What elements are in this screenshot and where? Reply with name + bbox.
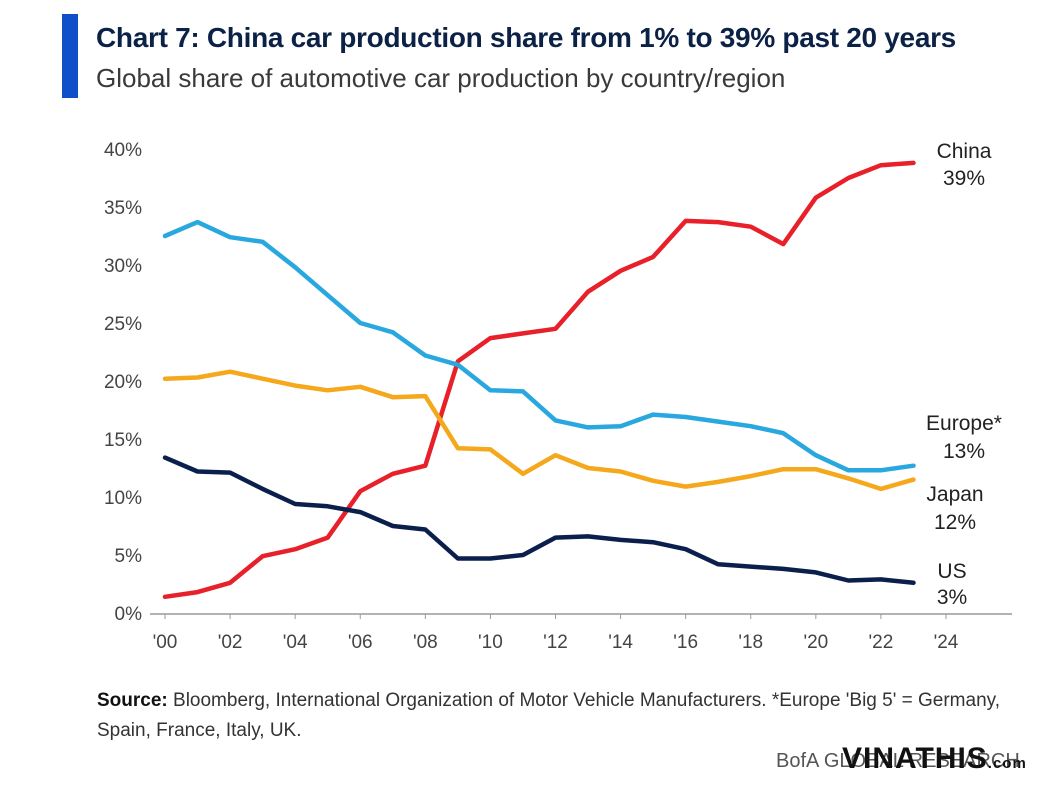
watermark-suffix: .com <box>987 755 1027 772</box>
series-value-label-us: 3% <box>937 586 967 609</box>
x-tick-label: '10 <box>478 632 503 653</box>
x-tick-label: '16 <box>673 632 698 653</box>
series-line-europe <box>162 219 916 473</box>
title-accent-bar <box>62 14 78 98</box>
y-tick-label: 25% <box>104 314 142 335</box>
series-value-label-europe: 13% <box>943 440 985 463</box>
chart-title: Chart 7: China car production share from… <box>96 22 956 53</box>
y-tick-label: 5% <box>115 546 143 567</box>
series-line-japan <box>162 369 916 492</box>
y-tick-label: 0% <box>115 604 143 625</box>
x-tick-label: '22 <box>869 632 894 653</box>
series-name-label-china: China <box>937 140 992 163</box>
x-tick-label: '18 <box>738 632 763 653</box>
series-line-us <box>162 455 916 586</box>
brand-label: BofA GLOBAL RESEARCH <box>776 750 1020 772</box>
source-text: Bloomberg, International Organization of… <box>97 690 1001 741</box>
source-note: Source: Bloomberg, International Organiz… <box>97 686 1027 746</box>
y-tick-label: 15% <box>104 430 142 451</box>
y-tick-label: 35% <box>104 198 142 219</box>
x-tick-label: '24 <box>934 632 959 653</box>
series-value-label-china: 39% <box>943 167 985 190</box>
source-label: Source: <box>97 690 168 711</box>
y-tick-label: 40% <box>104 140 142 161</box>
series-line-china <box>162 160 916 600</box>
x-tick-label: '06 <box>348 632 373 653</box>
x-tick-label: '14 <box>608 632 633 653</box>
series-name-label-europe: Europe* <box>926 412 1002 435</box>
series-value-label-japan: 12% <box>934 511 976 534</box>
x-tick-label: '02 <box>218 632 243 653</box>
line-chart: 0% 5% 10% 15% 20% 25% 30% 35% 40% '00 '02 '04 '06 '08… <box>104 140 1012 653</box>
watermark-logo: VINATHIS.com <box>842 742 1027 776</box>
chart-subtitle: Global share of automotive car productio… <box>96 63 786 93</box>
y-tick-label: 20% <box>104 372 142 393</box>
series-name-label-us: US <box>937 560 966 583</box>
series-name-label-japan: Japan <box>926 483 983 506</box>
y-tick-label: 10% <box>104 488 142 509</box>
x-tick-label: '08 <box>413 632 438 653</box>
watermark-text: VINATHIS <box>842 742 988 775</box>
y-tick-label: 30% <box>104 256 142 277</box>
x-tick-label: '12 <box>543 632 568 653</box>
x-tick-label: '20 <box>803 632 828 653</box>
x-tick-label: '00 <box>153 632 178 653</box>
x-tick-label: '04 <box>283 632 308 653</box>
